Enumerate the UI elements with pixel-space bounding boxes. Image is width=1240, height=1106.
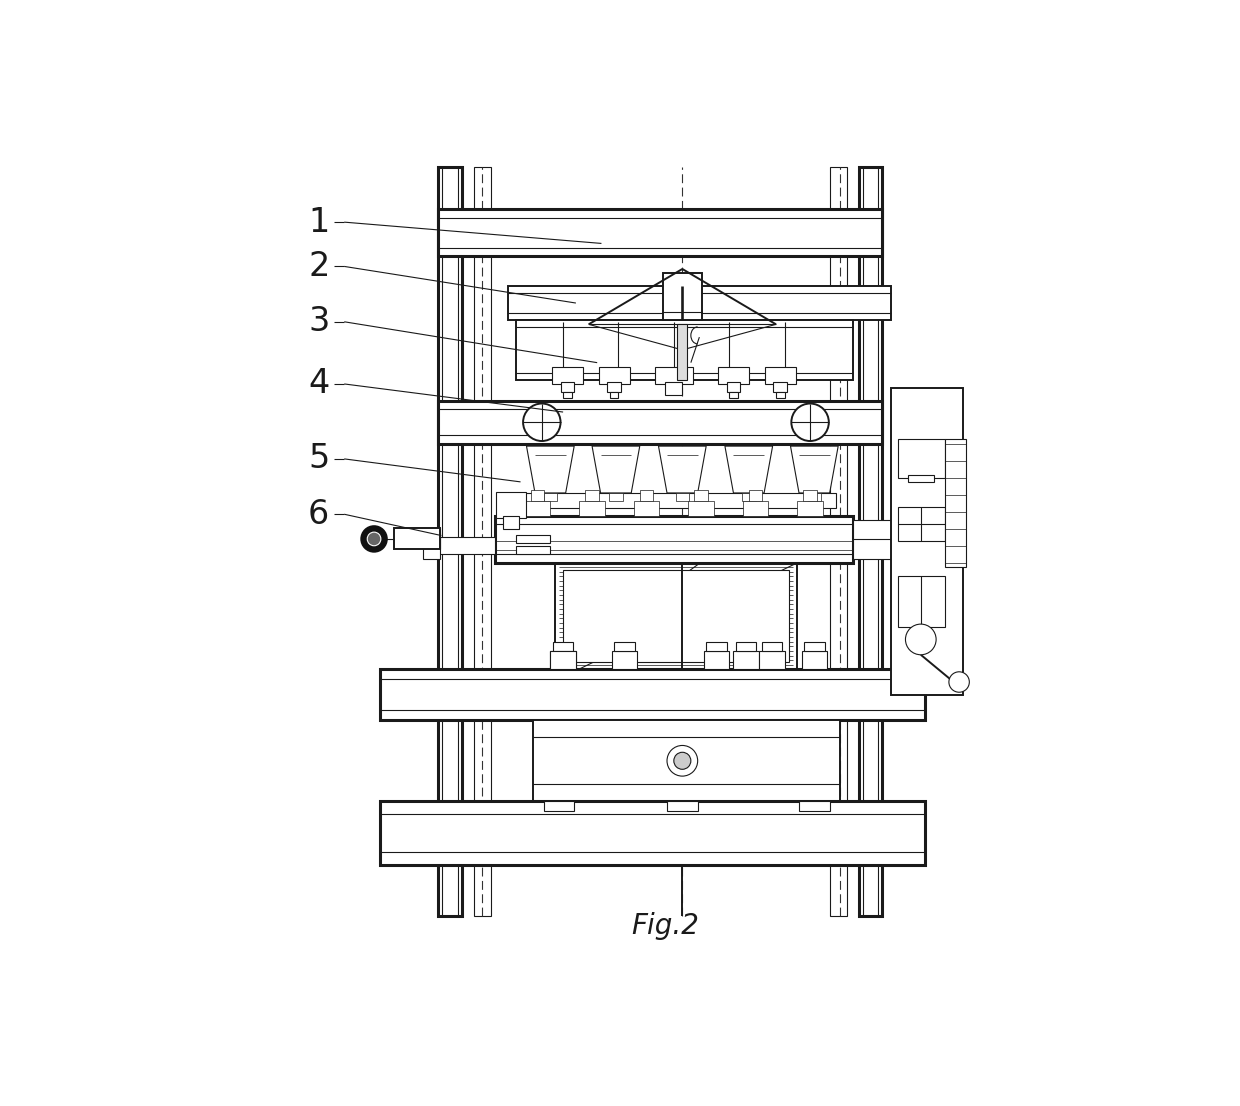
Bar: [853, 520, 929, 559]
Bar: [379, 801, 925, 865]
Bar: [609, 493, 622, 501]
Bar: [797, 501, 823, 515]
Bar: [533, 720, 839, 801]
Bar: [799, 801, 830, 812]
Bar: [830, 167, 847, 916]
Bar: [611, 650, 637, 669]
Bar: [551, 650, 575, 669]
Text: 1: 1: [308, 206, 330, 239]
Text: Fig.2: Fig.2: [631, 912, 699, 940]
Bar: [892, 388, 963, 695]
Bar: [898, 575, 945, 627]
Bar: [554, 563, 797, 669]
Bar: [563, 570, 789, 662]
Bar: [694, 490, 708, 501]
Bar: [553, 641, 573, 650]
Bar: [531, 490, 544, 501]
Text: 4: 4: [308, 367, 330, 400]
Bar: [393, 528, 440, 550]
Bar: [858, 167, 883, 916]
Polygon shape: [591, 446, 640, 493]
Bar: [610, 392, 619, 398]
Bar: [898, 508, 945, 542]
Text: 6: 6: [308, 498, 330, 531]
Bar: [807, 493, 821, 501]
Polygon shape: [527, 446, 574, 493]
Bar: [688, 501, 714, 515]
Bar: [438, 209, 883, 257]
Bar: [563, 392, 572, 398]
Text: 5: 5: [308, 442, 330, 476]
Bar: [801, 650, 827, 669]
Bar: [495, 515, 853, 563]
Bar: [663, 273, 702, 320]
Bar: [634, 501, 660, 515]
Bar: [516, 545, 551, 554]
Bar: [423, 533, 440, 559]
Bar: [560, 383, 574, 393]
Bar: [898, 439, 945, 478]
Bar: [761, 641, 782, 650]
Polygon shape: [790, 446, 838, 493]
Text: 2: 2: [308, 250, 330, 283]
Bar: [551, 650, 575, 669]
Bar: [667, 801, 698, 812]
Bar: [727, 383, 740, 393]
Bar: [749, 490, 763, 501]
Bar: [543, 493, 557, 501]
Bar: [707, 641, 727, 650]
Bar: [516, 534, 551, 543]
Bar: [765, 367, 796, 384]
Circle shape: [949, 671, 970, 692]
Bar: [525, 501, 551, 515]
Bar: [507, 286, 892, 320]
Bar: [945, 439, 966, 567]
Bar: [677, 324, 687, 379]
Bar: [608, 383, 621, 393]
Bar: [599, 367, 630, 384]
Circle shape: [361, 526, 387, 552]
Bar: [737, 641, 756, 650]
Circle shape: [667, 745, 698, 776]
Bar: [774, 383, 787, 393]
Bar: [776, 392, 785, 398]
Bar: [438, 167, 461, 916]
Bar: [655, 367, 693, 384]
Bar: [804, 641, 825, 650]
Circle shape: [367, 532, 381, 545]
Bar: [804, 490, 817, 501]
Bar: [496, 492, 526, 518]
Bar: [579, 501, 605, 515]
Bar: [585, 490, 599, 501]
Bar: [516, 320, 853, 379]
Bar: [703, 650, 729, 669]
Bar: [438, 401, 883, 444]
Circle shape: [523, 404, 560, 441]
Text: 3: 3: [308, 305, 330, 338]
Bar: [742, 493, 755, 501]
Bar: [743, 501, 769, 515]
Bar: [676, 493, 689, 501]
Circle shape: [673, 752, 691, 770]
Polygon shape: [658, 446, 707, 493]
Bar: [379, 669, 925, 720]
Bar: [427, 538, 495, 554]
Bar: [614, 641, 635, 650]
Bar: [733, 650, 759, 669]
Bar: [729, 392, 738, 398]
Bar: [516, 493, 836, 509]
Bar: [543, 801, 574, 812]
Bar: [640, 490, 653, 501]
Circle shape: [791, 404, 828, 441]
Bar: [759, 650, 785, 669]
Bar: [908, 476, 934, 482]
Bar: [666, 383, 682, 395]
Bar: [552, 367, 583, 384]
Polygon shape: [725, 446, 773, 493]
Bar: [718, 367, 749, 384]
Bar: [503, 515, 518, 529]
Circle shape: [905, 624, 936, 655]
Bar: [474, 167, 491, 916]
